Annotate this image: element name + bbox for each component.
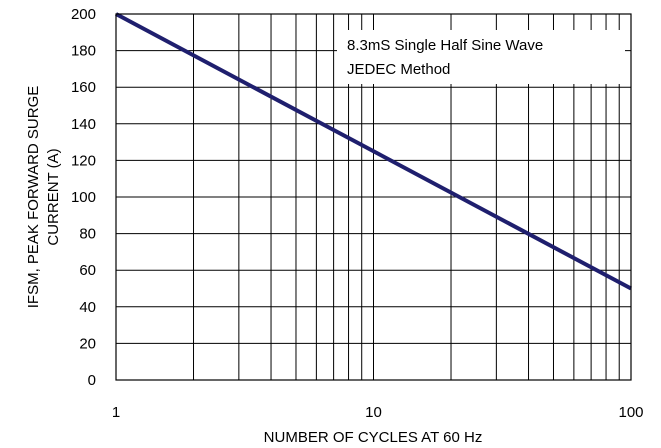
- y-tick-label: 60: [79, 262, 96, 279]
- x-tick-label: 10: [365, 404, 382, 421]
- y-tick-label: 180: [71, 43, 96, 60]
- y-tick-label: 200: [71, 6, 96, 23]
- y-axis-ticks: 0 20 40 60 80 100 120 140 160 180 200: [71, 6, 96, 389]
- y-tick-label: 20: [79, 335, 96, 352]
- y-tick-label: 0: [88, 372, 96, 389]
- x-tick-label: 1: [112, 404, 120, 421]
- annotation-line-1: 8.3mS Single Half Sine Wave: [347, 37, 543, 54]
- y-axis-label-line-2: CURRENT (A): [45, 148, 62, 245]
- annotation-box: [337, 30, 625, 84]
- y-tick-label: 120: [71, 152, 96, 169]
- x-axis-label: NUMBER OF CYCLES AT 60 Hz: [264, 429, 483, 446]
- plot-frame: [115, 13, 632, 381]
- y-tick-label: 40: [79, 299, 96, 316]
- y-axis-label: IFSM, PEAK FORWARD SURGE CURRENT (A): [25, 86, 62, 309]
- y-tick-label: 160: [71, 79, 96, 96]
- annotation: 8.3mS Single Half Sine Wave JEDEC Method: [337, 30, 625, 84]
- x-tick-label: 100: [618, 404, 643, 421]
- series: [115, 12, 632, 291]
- y-tick-label: 80: [79, 226, 96, 243]
- annotation-line-2: JEDEC Method: [347, 61, 450, 78]
- series-line: [115, 12, 632, 291]
- y-tick-label: 140: [71, 116, 96, 133]
- x-axis-ticks: 1 10 100: [112, 404, 644, 421]
- y-tick-label: 100: [71, 189, 96, 206]
- y-axis-label-line-1: IFSM, PEAK FORWARD SURGE: [25, 86, 42, 309]
